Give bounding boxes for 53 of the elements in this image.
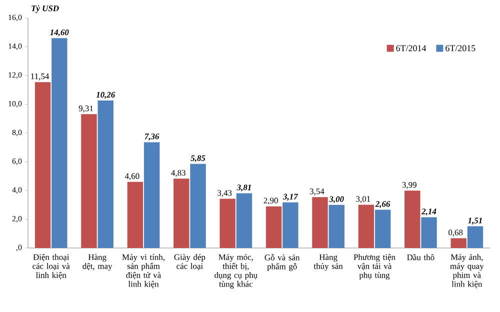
x-tick-label: Hàng dệt, may [82,254,112,271]
data-label: 1,51 [468,218,482,225]
legend-label: 6T/2014 [396,45,426,52]
data-label: 2,66 [375,201,390,208]
x-tick-label: Điện thoại các loại và linh kiện [32,254,70,280]
data-label: 10,26 [96,92,116,99]
bar [52,38,68,248]
data-label: 2,90 [264,198,278,205]
bar [220,198,236,248]
bar [467,226,484,248]
x-tick-label: Máy vi tính, sản phẩm điện tử và linh kiện [122,254,164,288]
data-label: 3,99 [402,182,416,189]
data-label: 5,85 [190,155,206,162]
y-axis-title: Tỷ USD [32,5,59,13]
data-label: 3,81 [236,184,251,192]
data-label: 3,01 [356,196,370,204]
bar [98,100,114,248]
bar [174,178,190,248]
bar [374,210,391,248]
data-label: 3,43 [218,190,232,197]
data-label: 3,17 [282,194,298,201]
data-label: 11,54 [31,74,50,80]
bar [282,202,298,248]
bar [190,164,206,248]
x-tick-label: Gỗ và sản phẩm gỗ [264,254,300,272]
bar [358,204,374,248]
data-label: 2,14 [422,208,436,216]
bar [421,217,437,248]
bar [312,197,328,248]
data-label: 3,00 [329,196,344,204]
data-label: 7,36 [144,134,160,140]
bar [34,82,51,248]
bar [450,238,466,248]
data-label: 9,31 [78,106,93,112]
x-tick-label: Dầu thô [407,254,434,260]
data-label: 14,60 [50,29,69,36]
x-tick-label: Máy ảnh, máy quay phim và linh kiện [450,254,484,288]
data-label: 3,54 [310,188,324,196]
bar [144,142,160,248]
bar [127,182,144,248]
x-tick-label: Hàng thủy sản [314,254,343,271]
legend-label: 6T/2015 [446,45,476,52]
data-label: 4,60 [124,173,140,180]
data-label: 4,83 [171,170,186,177]
bar [328,204,344,248]
bar [266,206,282,248]
bar [404,190,420,248]
bar [236,193,252,248]
bar [81,114,97,248]
x-tick-label: Giày dép các loại [174,254,206,270]
data-label: 0,68 [448,230,463,237]
x-tick-label: Máy móc, thiết bị, dụng cụ phụ tùng khác [214,254,258,289]
x-tick-label: Phương tiện vận tải và phụ tùng [354,254,396,280]
